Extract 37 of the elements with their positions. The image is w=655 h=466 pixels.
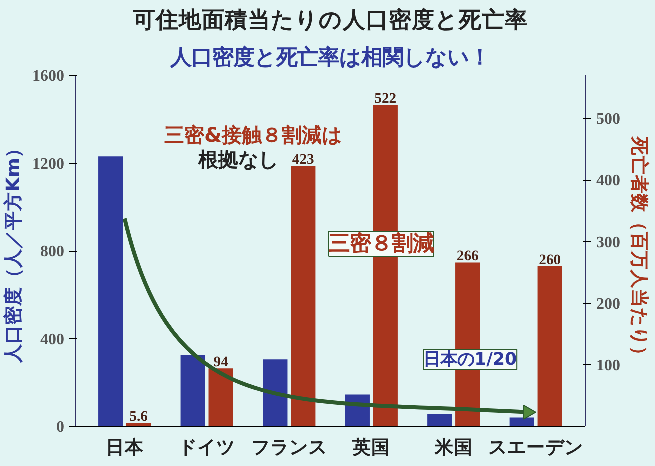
y2-tick-label: 300 — [596, 234, 620, 252]
bar — [180, 355, 206, 426]
annotation: 日本の1/20 — [424, 350, 518, 370]
y2-tick-label: 500 — [596, 111, 620, 128]
data-label: 522 — [374, 91, 397, 108]
data-label: 5.6 — [130, 409, 148, 426]
x-tick-label: ドイツ — [178, 438, 236, 458]
y-tick-label: 1600 — [32, 68, 64, 85]
data-label: 94 — [214, 354, 230, 371]
bar — [208, 368, 234, 426]
bar — [263, 360, 288, 426]
bar — [291, 166, 316, 426]
data-label: 266 — [456, 248, 479, 265]
y-axis-title: 人口密度（人／平方Km） — [2, 139, 24, 364]
bar — [98, 156, 124, 426]
bar — [538, 266, 562, 426]
y-tick-label: 400 — [40, 331, 64, 348]
y2-tick-label: 200 — [596, 296, 620, 313]
chart-title: 可住地面積当たりの人口密度と死亡率 — [132, 6, 528, 34]
x-tick-label: 英国 — [352, 436, 391, 458]
y-tick-label: 0 — [56, 419, 64, 436]
x-tick-label: スエーデン — [488, 438, 584, 458]
bar — [510, 418, 534, 426]
y2-tick-label: 100 — [596, 357, 620, 374]
annotation: 三密&接触８割減は — [164, 123, 342, 148]
data-label: 260 — [539, 252, 562, 268]
y2-axis-title: 死亡者数（百万人当たり） — [628, 136, 650, 365]
y-tick-label: 800 — [40, 244, 64, 260]
x-tick-label: 日本 — [106, 436, 145, 458]
bar — [428, 414, 452, 426]
y-tick-label: 1200 — [32, 156, 64, 173]
x-tick-label: 米国 — [434, 436, 473, 458]
y2-tick-label: 400 — [596, 172, 620, 190]
x-tick-label: フランス — [251, 438, 328, 458]
chart-subtitle: 人口密度と死亡率は相関しない！ — [170, 46, 490, 70]
annotation: 根拠なし — [197, 148, 278, 172]
data-label: 423 — [292, 152, 314, 168]
